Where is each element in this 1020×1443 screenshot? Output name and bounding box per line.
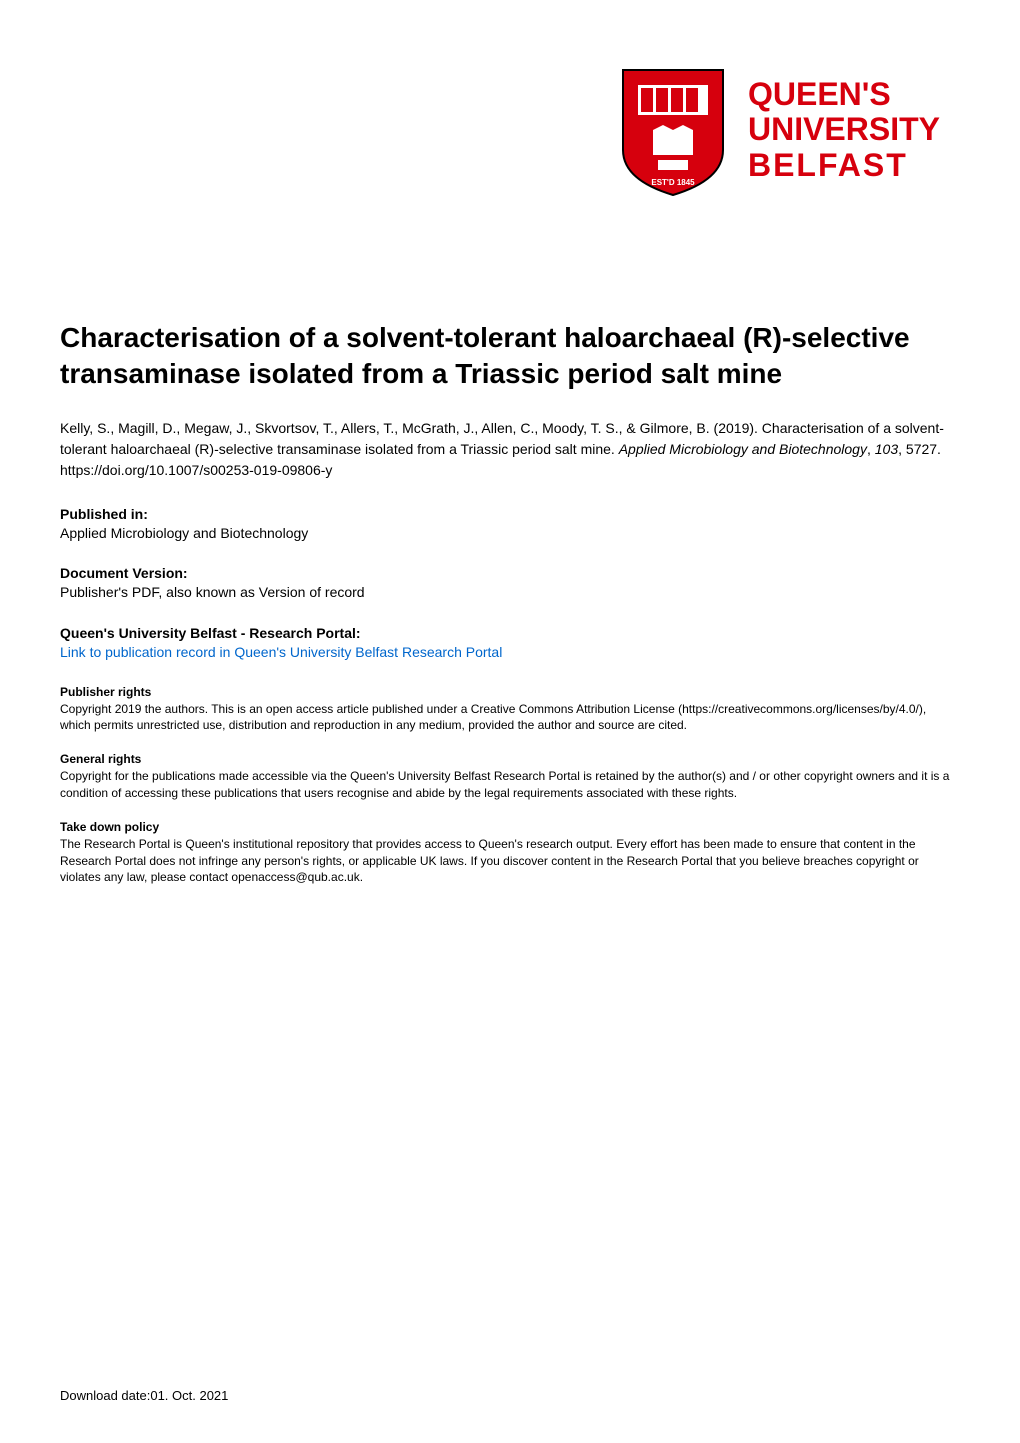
document-version-heading: Document Version:	[60, 565, 960, 581]
general-rights-section: General rights Copyright for the publica…	[60, 752, 960, 802]
portal-heading: Queen's University Belfast - Research Po…	[60, 625, 960, 641]
download-date: Download date:01. Oct. 2021	[60, 1388, 228, 1403]
document-version-text: Publisher's PDF, also known as Version o…	[60, 583, 960, 603]
footer: Download date:01. Oct. 2021	[60, 1388, 228, 1403]
citation-block: Kelly, S., Magill, D., Megaw, J., Skvort…	[60, 418, 960, 481]
publisher-rights-text: Copyright 2019 the authors. This is an o…	[60, 701, 960, 735]
paper-title: Characterisation of a solvent-tolerant h…	[60, 320, 960, 393]
shield-icon: EST'D 1845	[613, 60, 733, 200]
logo-line3: BELFAST	[748, 148, 940, 183]
citation-volume: 103	[875, 441, 898, 457]
logo-text: QUEEN'S UNIVERSITY BELFAST	[748, 77, 940, 183]
publisher-rights-section: Publisher rights Copyright 2019 the auth…	[60, 685, 960, 735]
general-rights-heading: General rights	[60, 752, 960, 766]
take-down-heading: Take down policy	[60, 820, 960, 834]
portal-section: Queen's University Belfast - Research Po…	[60, 625, 960, 663]
citation-year: (2019).	[714, 420, 758, 436]
logo-line2: UNIVERSITY	[748, 112, 940, 147]
citation-pages: 5727.	[906, 441, 941, 457]
take-down-section: Take down policy The Research Portal is …	[60, 820, 960, 886]
svg-text:EST'D 1845: EST'D 1845	[651, 178, 695, 187]
main-content: Characterisation of a solvent-tolerant h…	[60, 320, 960, 886]
published-in-text: Applied Microbiology and Biotechnology	[60, 524, 960, 544]
general-rights-text: Copyright for the publications made acce…	[60, 768, 960, 802]
citation-doi: https://doi.org/10.1007/s00253-019-09806…	[60, 462, 332, 478]
university-logo: EST'D 1845 QUEEN'S UNIVERSITY BELFAST	[613, 60, 940, 200]
citation-journal: Applied Microbiology and Biotechnology	[619, 441, 867, 457]
published-in-section: Published in: Applied Microbiology and B…	[60, 506, 960, 544]
take-down-text: The Research Portal is Queen's instituti…	[60, 836, 960, 886]
portal-link[interactable]: Link to publication record in Queen's Un…	[60, 644, 502, 660]
publisher-rights-heading: Publisher rights	[60, 685, 960, 699]
citation-authors: Kelly, S., Magill, D., Megaw, J., Skvort…	[60, 420, 710, 436]
published-in-heading: Published in:	[60, 506, 960, 522]
document-version-section: Document Version: Publisher's PDF, also …	[60, 565, 960, 603]
logo-line1: QUEEN'S	[748, 77, 940, 112]
